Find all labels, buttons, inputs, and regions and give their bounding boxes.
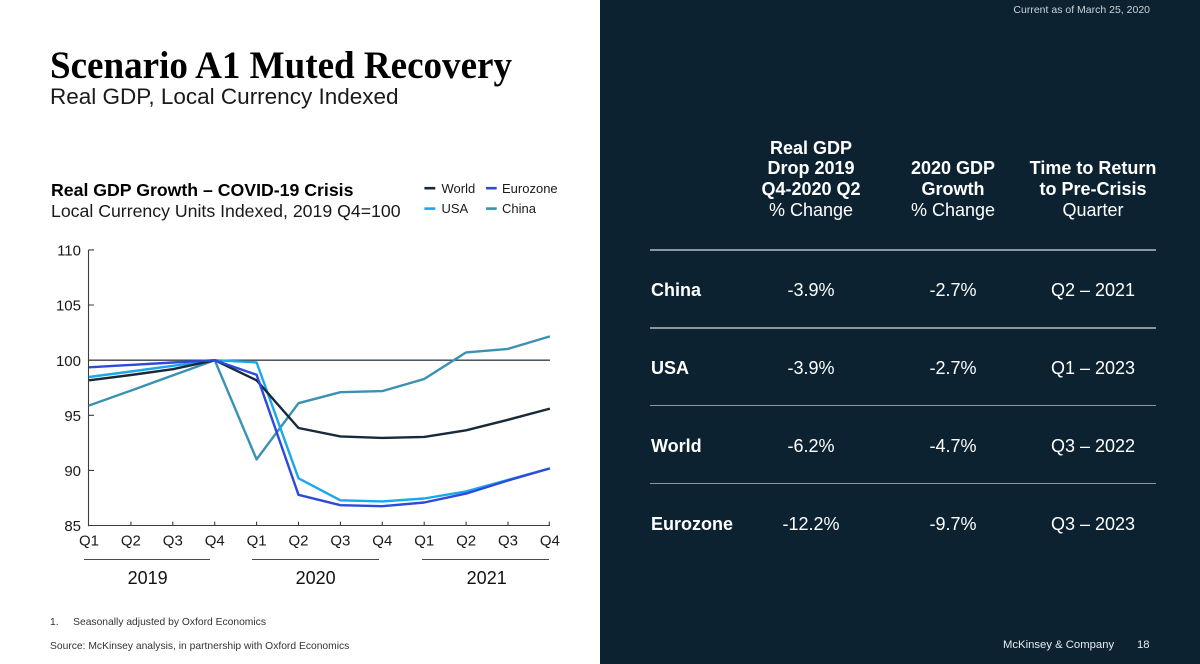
svg-text:Q1: Q1 xyxy=(79,533,99,550)
svg-text:2020: 2020 xyxy=(296,568,336,588)
svg-text:95: 95 xyxy=(64,408,81,425)
svg-text:World: World xyxy=(442,181,476,196)
svg-text:Q2: Q2 xyxy=(288,533,308,550)
svg-text:Q1: Q1 xyxy=(414,533,434,550)
svg-text:2019: 2019 xyxy=(128,568,168,588)
svg-text:Q3: Q3 xyxy=(163,533,183,550)
svg-text:Eurozone: Eurozone xyxy=(502,181,558,196)
svg-text:110: 110 xyxy=(57,243,81,260)
svg-text:Q2: Q2 xyxy=(121,533,141,550)
svg-text:105: 105 xyxy=(56,298,81,315)
svg-text:100: 100 xyxy=(56,353,81,370)
svg-text:Q3: Q3 xyxy=(330,533,350,550)
svg-text:2021: 2021 xyxy=(467,568,507,588)
svg-text:85: 85 xyxy=(64,518,81,535)
svg-text:USA: USA xyxy=(442,201,469,216)
svg-text:Q1: Q1 xyxy=(247,533,267,550)
svg-text:Q4: Q4 xyxy=(372,533,392,550)
svg-text:Q3: Q3 xyxy=(498,533,518,550)
svg-text:90: 90 xyxy=(64,463,81,480)
svg-text:China: China xyxy=(502,201,537,216)
svg-text:Q4: Q4 xyxy=(540,533,560,550)
svg-text:Q2: Q2 xyxy=(456,533,476,550)
svg-text:Q4: Q4 xyxy=(205,533,225,550)
